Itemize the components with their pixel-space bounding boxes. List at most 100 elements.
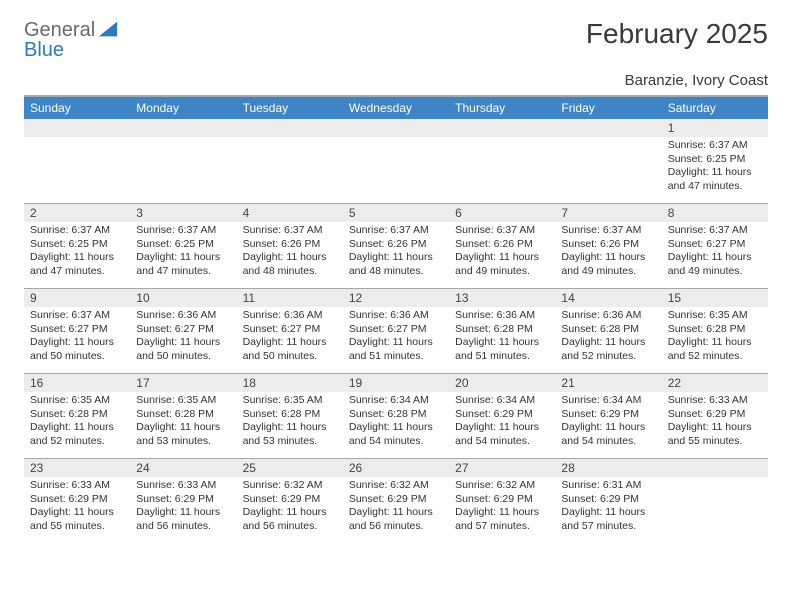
day-cell: 21Sunrise: 6:34 AMSunset: 6:29 PMDayligh… — [555, 374, 661, 458]
day-content: Sunrise: 6:36 AMSunset: 6:28 PMDaylight:… — [555, 307, 661, 370]
day-cell: 20Sunrise: 6:34 AMSunset: 6:29 PMDayligh… — [449, 374, 555, 458]
day-daylight1: Daylight: 11 hours — [30, 421, 124, 435]
day-cell: 14Sunrise: 6:36 AMSunset: 6:28 PMDayligh… — [555, 289, 661, 373]
day-number: 15 — [662, 289, 768, 307]
day-content: Sunrise: 6:37 AMSunset: 6:26 PMDaylight:… — [237, 222, 343, 285]
day-sunrise: Sunrise: 6:34 AM — [349, 394, 443, 408]
day-sunset: Sunset: 6:29 PM — [30, 493, 124, 507]
day-cell: 7Sunrise: 6:37 AMSunset: 6:26 PMDaylight… — [555, 204, 661, 288]
day-daylight1: Daylight: 11 hours — [243, 251, 337, 265]
day-sunrise: Sunrise: 6:32 AM — [455, 479, 549, 493]
day-number: 21 — [555, 374, 661, 392]
day-daylight2: and 54 minutes. — [455, 435, 549, 449]
day-sunrise: Sunrise: 6:35 AM — [668, 309, 762, 323]
day-number: 13 — [449, 289, 555, 307]
day-number: 2 — [24, 204, 130, 222]
day-content: Sunrise: 6:34 AMSunset: 6:28 PMDaylight:… — [343, 392, 449, 455]
day-daylight1: Daylight: 11 hours — [561, 506, 655, 520]
day-number: 10 — [130, 289, 236, 307]
day-daylight2: and 54 minutes. — [349, 435, 443, 449]
day-daylight1: Daylight: 11 hours — [561, 421, 655, 435]
day-sunrise: Sunrise: 6:32 AM — [243, 479, 337, 493]
day-content: Sunrise: 6:32 AMSunset: 6:29 PMDaylight:… — [237, 477, 343, 540]
day-number: 22 — [662, 374, 768, 392]
day-cell: 10Sunrise: 6:36 AMSunset: 6:27 PMDayligh… — [130, 289, 236, 373]
day-sunset: Sunset: 6:29 PM — [561, 408, 655, 422]
day-daylight2: and 52 minutes. — [561, 350, 655, 364]
day-sunset: Sunset: 6:28 PM — [243, 408, 337, 422]
day-content: Sunrise: 6:35 AMSunset: 6:28 PMDaylight:… — [662, 307, 768, 370]
day-cell: 1Sunrise: 6:37 AMSunset: 6:25 PMDaylight… — [662, 119, 768, 203]
day-daylight2: and 48 minutes. — [349, 265, 443, 279]
day-sunset: Sunset: 6:25 PM — [30, 238, 124, 252]
day-sunset: Sunset: 6:26 PM — [455, 238, 549, 252]
day-number: 1 — [662, 119, 768, 137]
week-row: 2Sunrise: 6:37 AMSunset: 6:25 PMDaylight… — [24, 204, 768, 289]
day-daylight2: and 47 minutes. — [30, 265, 124, 279]
week-row: 16Sunrise: 6:35 AMSunset: 6:28 PMDayligh… — [24, 374, 768, 459]
day-number: 5 — [343, 204, 449, 222]
day-sunset: Sunset: 6:26 PM — [561, 238, 655, 252]
weekday-tuesday: Tuesday — [237, 97, 343, 119]
day-daylight1: Daylight: 11 hours — [668, 166, 762, 180]
day-number: 23 — [24, 459, 130, 477]
day-number: 7 — [555, 204, 661, 222]
day-cell: 9Sunrise: 6:37 AMSunset: 6:27 PMDaylight… — [24, 289, 130, 373]
day-daylight2: and 49 minutes. — [455, 265, 549, 279]
day-daylight2: and 55 minutes. — [30, 520, 124, 534]
day-daylight2: and 56 minutes. — [349, 520, 443, 534]
day-daylight1: Daylight: 11 hours — [668, 251, 762, 265]
day-daylight2: and 56 minutes. — [243, 520, 337, 534]
day-sunset: Sunset: 6:25 PM — [136, 238, 230, 252]
day-sunrise: Sunrise: 6:37 AM — [243, 224, 337, 238]
day-sunset: Sunset: 6:28 PM — [349, 408, 443, 422]
day-content: Sunrise: 6:35 AMSunset: 6:28 PMDaylight:… — [130, 392, 236, 455]
day-cell: 15Sunrise: 6:35 AMSunset: 6:28 PMDayligh… — [662, 289, 768, 373]
weekday-sunday: Sunday — [24, 97, 130, 119]
day-daylight2: and 50 minutes. — [30, 350, 124, 364]
day-daylight2: and 49 minutes. — [561, 265, 655, 279]
day-daylight1: Daylight: 11 hours — [349, 251, 443, 265]
day-content: Sunrise: 6:33 AMSunset: 6:29 PMDaylight:… — [130, 477, 236, 540]
day-sunrise: Sunrise: 6:36 AM — [561, 309, 655, 323]
weekday-header-row: Sunday Monday Tuesday Wednesday Thursday… — [24, 97, 768, 119]
day-sunrise: Sunrise: 6:36 AM — [455, 309, 549, 323]
day-daylight2: and 49 minutes. — [668, 265, 762, 279]
day-cell: 25Sunrise: 6:32 AMSunset: 6:29 PMDayligh… — [237, 459, 343, 543]
day-content: Sunrise: 6:37 AMSunset: 6:26 PMDaylight:… — [449, 222, 555, 285]
logo-word2: Blue — [24, 39, 64, 61]
day-sunset: Sunset: 6:27 PM — [349, 323, 443, 337]
day-sunrise: Sunrise: 6:31 AM — [561, 479, 655, 493]
day-daylight1: Daylight: 11 hours — [243, 506, 337, 520]
day-daylight2: and 50 minutes. — [243, 350, 337, 364]
day-cell: 5Sunrise: 6:37 AMSunset: 6:26 PMDaylight… — [343, 204, 449, 288]
day-cell — [662, 459, 768, 543]
day-daylight1: Daylight: 11 hours — [455, 506, 549, 520]
day-number — [237, 119, 343, 137]
day-number: 11 — [237, 289, 343, 307]
weekday-wednesday: Wednesday — [343, 97, 449, 119]
day-daylight1: Daylight: 11 hours — [30, 336, 124, 350]
day-sunrise: Sunrise: 6:33 AM — [668, 394, 762, 408]
day-cell: 18Sunrise: 6:35 AMSunset: 6:28 PMDayligh… — [237, 374, 343, 458]
day-number: 12 — [343, 289, 449, 307]
triangle-icon — [97, 18, 119, 40]
month-title: February 2025 — [586, 18, 768, 50]
day-daylight1: Daylight: 11 hours — [561, 251, 655, 265]
day-content: Sunrise: 6:35 AMSunset: 6:28 PMDaylight:… — [24, 392, 130, 455]
day-cell — [130, 119, 236, 203]
day-cell: 28Sunrise: 6:31 AMSunset: 6:29 PMDayligh… — [555, 459, 661, 543]
day-content: Sunrise: 6:36 AMSunset: 6:27 PMDaylight:… — [237, 307, 343, 370]
day-number — [662, 459, 768, 477]
day-content: Sunrise: 6:37 AMSunset: 6:26 PMDaylight:… — [343, 222, 449, 285]
day-sunrise: Sunrise: 6:36 AM — [136, 309, 230, 323]
day-daylight1: Daylight: 11 hours — [136, 336, 230, 350]
day-number: 26 — [343, 459, 449, 477]
day-sunset: Sunset: 6:29 PM — [455, 408, 549, 422]
day-daylight2: and 55 minutes. — [668, 435, 762, 449]
day-cell — [237, 119, 343, 203]
day-number: 20 — [449, 374, 555, 392]
day-daylight2: and 47 minutes. — [136, 265, 230, 279]
day-sunrise: Sunrise: 6:37 AM — [136, 224, 230, 238]
day-content: Sunrise: 6:36 AMSunset: 6:27 PMDaylight:… — [343, 307, 449, 370]
